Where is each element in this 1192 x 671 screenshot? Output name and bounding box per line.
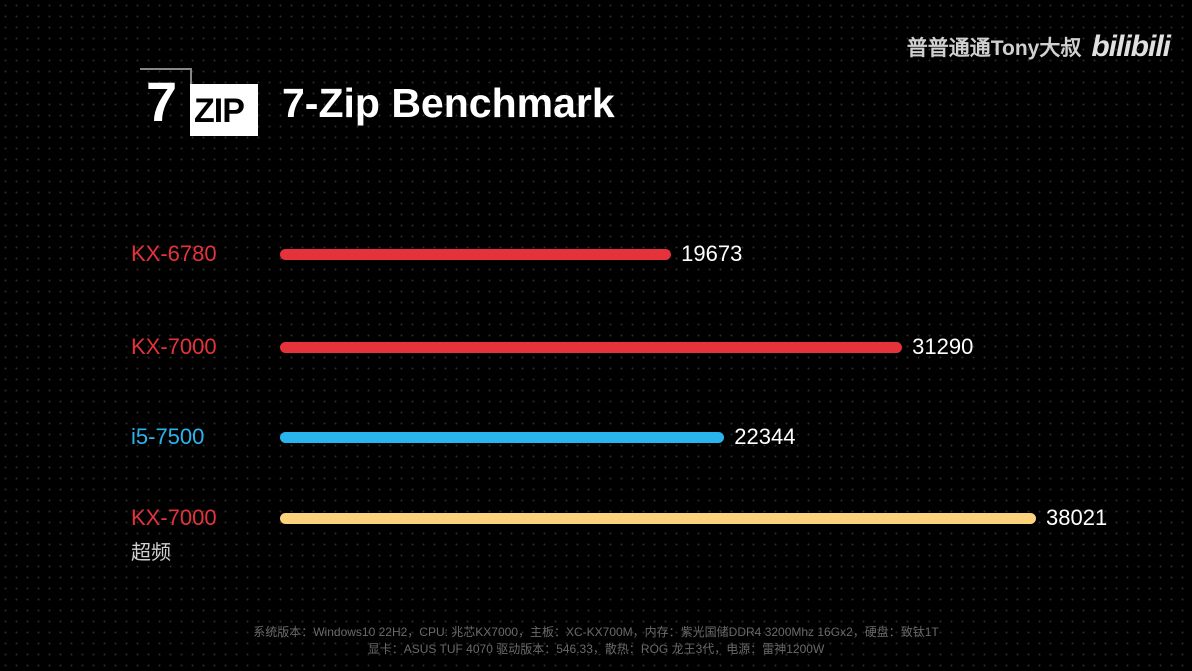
logo-zip: ZIP (194, 92, 245, 130)
logo-seven: 7 (146, 70, 178, 133)
category-label: KX-7000 (131, 505, 217, 530)
value-label: 22344 (734, 424, 796, 449)
value-label: 38021 (1046, 505, 1108, 530)
category-label: KX-6780 (131, 241, 217, 266)
chart-title: 7-Zip Benchmark (282, 80, 615, 126)
footer-specs-line2: 显卡：ASUS TUF 4070 驱动版本：546.33，散热：ROG 龙王3代… (367, 642, 825, 656)
category-label: i5-7500 (131, 424, 205, 449)
bar (280, 249, 672, 260)
value-label: 31290 (912, 334, 974, 359)
7zip-logo: 7 ZIP (140, 68, 260, 136)
category-label: KX-7000 (131, 334, 217, 359)
value-label: 19673 (681, 241, 743, 266)
bar (280, 513, 1036, 524)
watermark: 普普通通Tony大叔 bilibili (906, 30, 1171, 64)
bilibili-logo: bilibili (1091, 30, 1171, 64)
footer-specs-line1: 系统版本：Windows10 22H2，CPU: 兆芯KX7000，主板：XC-… (253, 625, 939, 639)
bar (280, 432, 725, 443)
channel-name: 普普通通Tony大叔 (906, 37, 1082, 60)
category-sublabel: 超频 (131, 542, 171, 564)
bar (280, 342, 903, 353)
bilibili-logo-text: bilibili (1091, 30, 1171, 63)
